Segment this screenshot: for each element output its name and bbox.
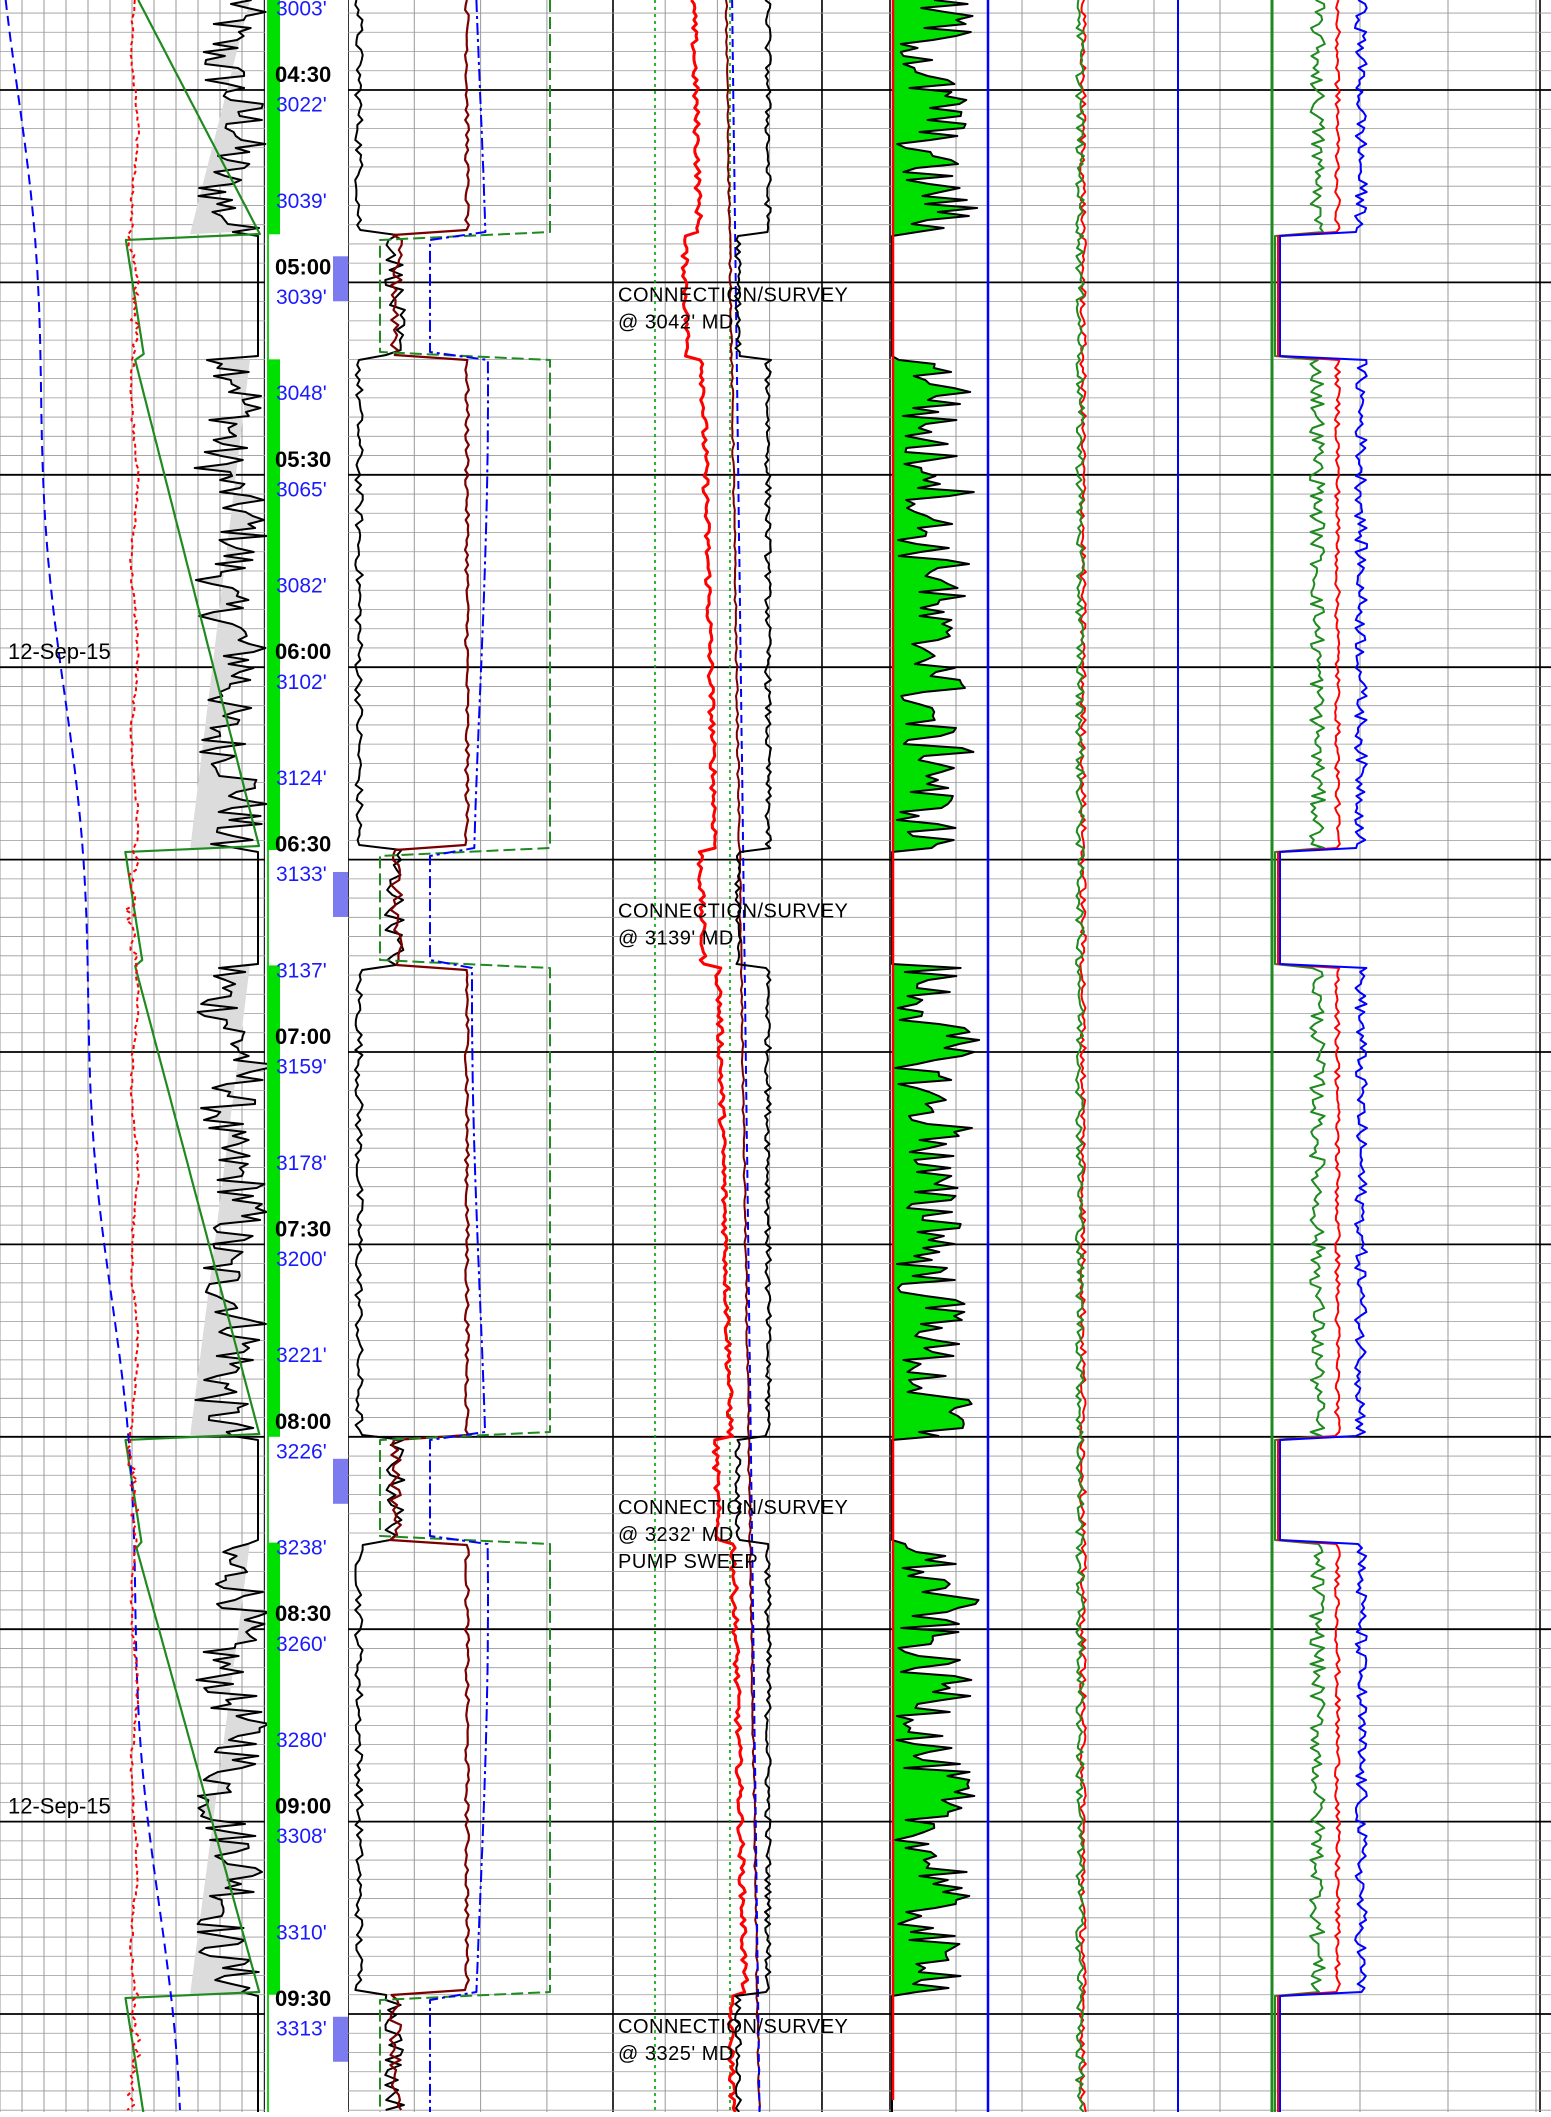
- rop-curve: [193, 0, 271, 2112]
- trend-curve: [124, 0, 261, 2113]
- time-label: 08:30: [275, 1601, 331, 1626]
- depth-label: 3133': [276, 863, 327, 886]
- time-label: 04:30: [275, 62, 331, 87]
- remark-label: @ 3325' MD: [618, 2043, 734, 2065]
- depth-label: 3124': [276, 767, 327, 790]
- remark-label: CONNECTION/SURVEY: [618, 2016, 848, 2038]
- pressure-curve: [4, 0, 181, 2111]
- depth-label: 3039': [276, 190, 327, 213]
- time-label: 09:00: [275, 1794, 331, 1819]
- time-label: 05:00: [275, 254, 331, 279]
- time-label: 07:00: [275, 1024, 331, 1049]
- rpm-curve: [388, 0, 471, 2111]
- remark-label: @ 3042' MD: [618, 312, 734, 334]
- remark-label: @ 3232' MD: [618, 1524, 734, 1546]
- casing-curve: [734, 0, 772, 2113]
- depth-label: 3313': [276, 2018, 327, 2041]
- connection-marker: [333, 1458, 348, 1504]
- drilling-bar: [268, 965, 280, 1437]
- remark-label: @ 3139' MD: [618, 927, 734, 949]
- connection-marker: [333, 871, 348, 917]
- time-label: 06:30: [275, 832, 331, 857]
- time-label: 09:30: [275, 1986, 331, 2011]
- ratio-red-curve: [1277, 0, 1341, 2112]
- depth-label: 3039': [276, 286, 327, 309]
- depth-label: 3022': [276, 94, 327, 117]
- ratio-green-curve: [1274, 0, 1326, 2112]
- depth-label: 3082': [276, 575, 327, 598]
- time-label: 05:30: [275, 447, 331, 472]
- depth-label: 3200': [276, 1248, 327, 1271]
- remark-label: CONNECTION/SURVEY: [618, 1497, 848, 1519]
- depth-label: 3137': [276, 959, 327, 982]
- time-label: 07:30: [275, 1216, 331, 1241]
- spp-curve: [429, 0, 489, 2112]
- c4-curve: [1075, 0, 1085, 2113]
- density-curve: [731, 0, 761, 2113]
- depth-label: 3159': [276, 1056, 327, 1079]
- depth-label: 3308': [276, 1825, 327, 1848]
- curve-layer: [4, 0, 1368, 2113]
- rop-fill: [190, 1542, 270, 1995]
- connection-marker: [333, 2016, 348, 2062]
- depth-label: 3003': [276, 0, 327, 20]
- drilling-bar: [268, 1542, 280, 1995]
- depth-label: 3280': [276, 1729, 327, 1752]
- depth-label: 3238': [276, 1537, 327, 1560]
- remark-label: CONNECTION/SURVEY: [618, 900, 848, 922]
- depth-label: 3065': [276, 478, 327, 501]
- flow-curve: [724, 0, 761, 2113]
- time-label: 06:00: [275, 639, 331, 664]
- depth-label: 3048': [276, 382, 327, 405]
- rop-fill: [190, 965, 269, 1437]
- remark-label: CONNECTION/SURVEY: [618, 285, 848, 307]
- date-label: 12-Sep-15: [8, 1794, 111, 1819]
- depth-label: 3260': [276, 1633, 327, 1656]
- depth-label: 3226': [276, 1440, 327, 1463]
- label-layer: 04:30 05:00 05:30 06:00 06:30 07:00 07:30 08:00…: [8, 0, 848, 2065]
- connection-marker: [333, 256, 348, 302]
- time-label: 08:00: [275, 1409, 331, 1434]
- rop-fill: [190, 0, 266, 235]
- pit-volume-curve: [680, 0, 750, 2113]
- remark-label: PUMP SWEEP: [618, 1551, 758, 1573]
- depth-label: 3310': [276, 1921, 327, 1944]
- depth-label: 3178': [276, 1152, 327, 1175]
- hookload-curve: [124, 0, 141, 2111]
- wob-curve: [379, 0, 551, 2112]
- drilling-bar: [268, 0, 280, 235]
- drilling-bar: [268, 359, 280, 850]
- depth-label: 3221': [276, 1344, 327, 1367]
- ratio-blue-curve: [1279, 0, 1368, 2112]
- date-label: 12-Sep-15: [8, 639, 111, 664]
- depth-label: 3102': [276, 671, 327, 694]
- depth-track-layer: [267, 0, 348, 2112]
- gas-fill: [892, 0, 980, 2112]
